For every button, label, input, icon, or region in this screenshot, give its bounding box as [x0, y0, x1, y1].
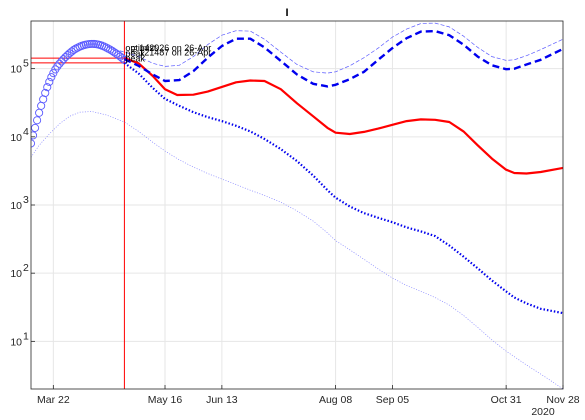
series-marker-0-40 [108, 46, 117, 55]
annotation-1: = 142926 on 26-Apr [131, 43, 211, 53]
series-marker-0-0 [31, 139, 36, 148]
series-marker-0-21 [69, 45, 78, 55]
chart-title: I [285, 7, 288, 19]
x-tick-label-0: Mar 22 [37, 394, 70, 406]
y-tick-exponent-1: 2 [23, 262, 29, 274]
series-marker-0-20 [67, 47, 76, 56]
series-marker-0-3 [33, 116, 42, 125]
x-tick-label-3: Aug 08 [319, 394, 352, 406]
series-marker-0-41 [110, 48, 119, 57]
series-marker-0-13 [53, 62, 62, 71]
annotation-3: = 121487 on 26-Apr [131, 48, 211, 58]
y-tick-exponent-2: 3 [23, 194, 29, 206]
annotation-0: optimist [125, 43, 157, 53]
series-line-2-dashed [123, 29, 563, 88]
x-tick-label-6: Nov 28 [546, 394, 579, 406]
series-marker-0-8 [43, 83, 52, 92]
y-tick-label-0: 10 [10, 336, 22, 348]
series-marker-0-2 [31, 123, 40, 132]
series-line-3-dotted [123, 62, 563, 315]
y-tick-label-4: 10 [10, 64, 22, 76]
series-line-4-thin-dashed [108, 22, 563, 74]
y-tick-label-1: 10 [10, 268, 22, 280]
series-group [31, 21, 563, 389]
series-line-1-solid [124, 57, 563, 175]
series-marker-0-7 [41, 88, 50, 98]
x-year-label: 2020 [531, 406, 555, 418]
x-tick-label-1: May 16 [148, 394, 183, 406]
y-tick-label-3: 10 [10, 132, 22, 144]
series-marker-0-14 [55, 59, 64, 68]
x-tick-label-5: Oct 31 [491, 394, 522, 406]
y-tick-exponent-4: 5 [23, 58, 29, 70]
annotation-2: peak [125, 49, 145, 59]
x-tick-label-2: Jun 13 [206, 394, 238, 406]
y-tick-label-2: 10 [10, 200, 22, 212]
series-marker-0-9 [45, 77, 54, 86]
y-tick-exponent-0: 1 [23, 330, 29, 342]
series-marker-0-15 [57, 57, 66, 66]
series-marker-0-1 [31, 131, 38, 140]
series-marker-0-30 [87, 39, 96, 48]
y-tick-exponent-3: 4 [23, 126, 29, 138]
series-marker-0-39 [106, 45, 115, 54]
annotation-4: peak [125, 53, 145, 63]
x-tick-label-4: Sep 05 [376, 394, 409, 406]
series-marker-0-10 [47, 73, 56, 82]
